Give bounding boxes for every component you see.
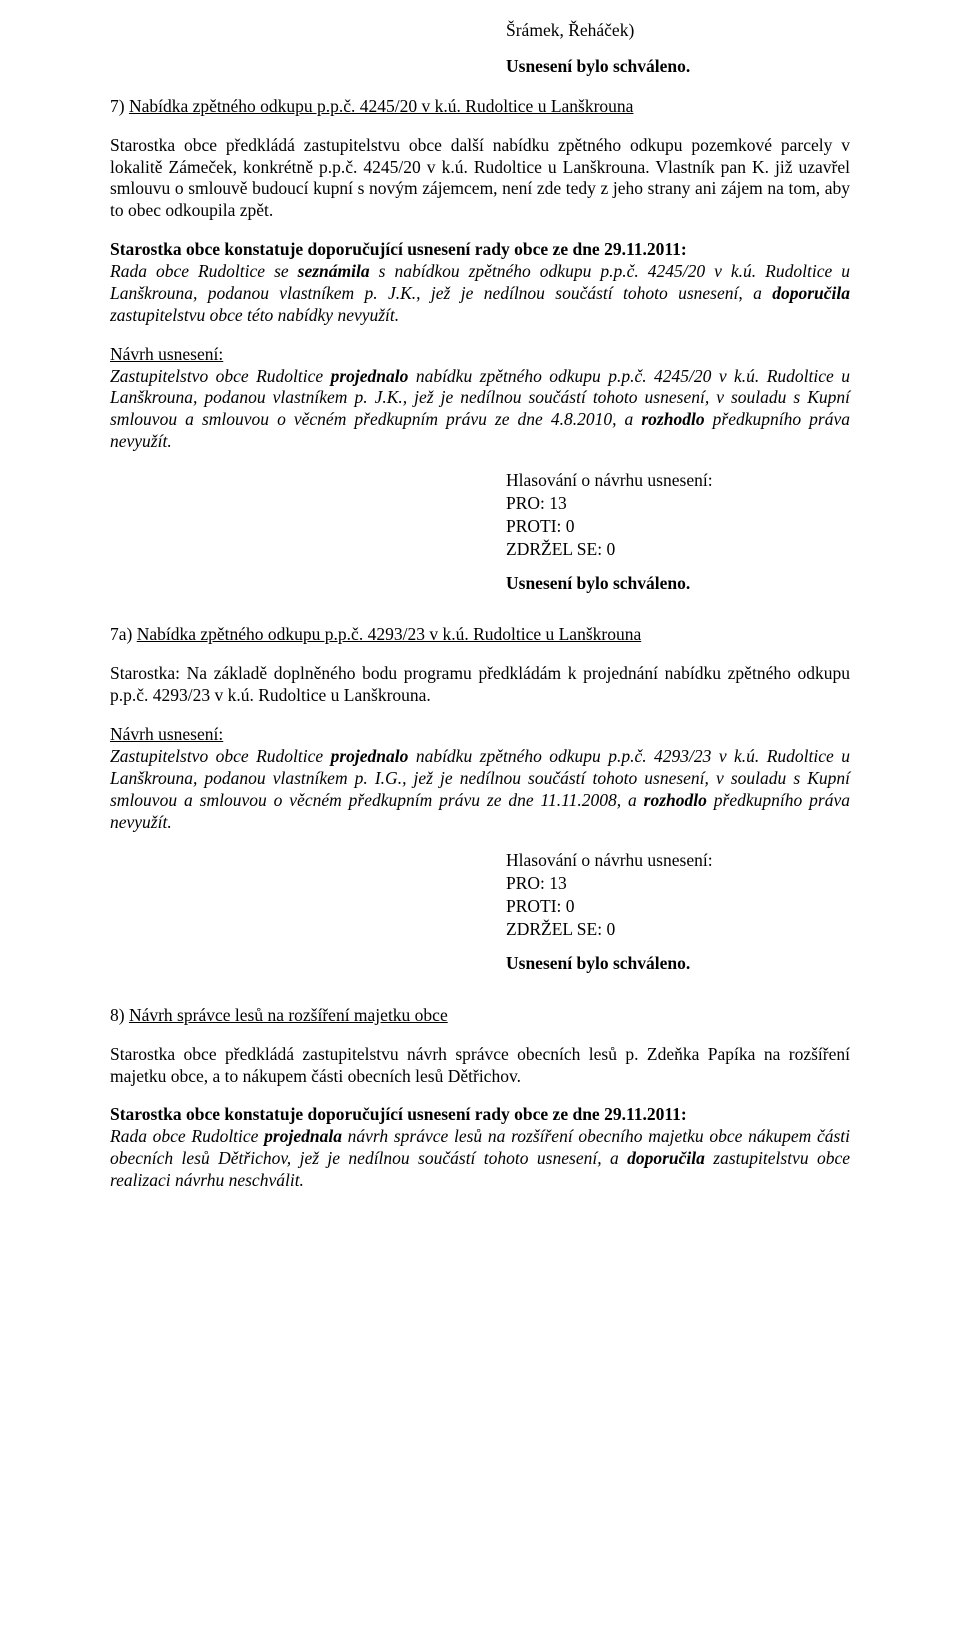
header-approved: Usnesení bylo schváleno. (506, 56, 850, 78)
votes-7-block: Hlasování o návrhu usnesení: PRO: 13 PRO… (506, 470, 850, 594)
votes-7-zdrzel: ZDRŽEL SE: 0 (506, 539, 850, 561)
votes-7a-proti: PROTI: 0 (506, 896, 850, 918)
section-7a-para1: Starostka: Na základě doplněného bodu pr… (110, 663, 850, 707)
navrh-label-7a: Návrh usnesení: (110, 724, 223, 744)
document-page: Šrámek, Řeháček) Usnesení bylo schváleno… (0, 0, 960, 1641)
votes-7-proti: PROTI: 0 (506, 516, 850, 538)
section-7a-heading: 7a) Nabídka zpětného odkupu p.p.č. 4293/… (110, 624, 850, 646)
section-8-heading: 8) Návrh správce lesů na rozšíření majet… (110, 1005, 850, 1027)
votes-7a-title: Hlasování o návrhu usnesení: (506, 850, 850, 872)
votes-7-title: Hlasování o návrhu usnesení: (506, 470, 850, 492)
votes-7a-approved: Usnesení bylo schváleno. (506, 953, 850, 975)
votes-7a-zdrzel: ZDRŽEL SE: 0 (506, 919, 850, 941)
section-8-para1: Starostka obce předkládá zastupitelstvu … (110, 1044, 850, 1088)
section-7a-navrh: Návrh usnesení: Zastupitelstvo obce Rudo… (110, 724, 850, 833)
votes-7a-block: Hlasování o návrhu usnesení: PRO: 13 PRO… (506, 850, 850, 974)
navrh-label: Návrh usnesení: (110, 344, 223, 364)
section-7-statement-bold: Starostka obce konstatuje doporučující u… (110, 239, 687, 259)
section-7-statement-italic: Rada obce Rudoltice se seznámila s nabíd… (110, 261, 850, 325)
section-8-statement-italic: Rada obce Rudoltice projednala návrh spr… (110, 1126, 850, 1190)
section-8-statement: Starostka obce konstatuje doporučující u… (110, 1104, 850, 1192)
section-8-statement-bold: Starostka obce konstatuje doporučující u… (110, 1104, 687, 1124)
header-right-block: Šrámek, Řeháček) Usnesení bylo schváleno… (506, 20, 850, 78)
votes-7a-pro: PRO: 13 (506, 873, 850, 895)
section-7-para1: Starostka obce předkládá zastupitelstvu … (110, 135, 850, 223)
header-names: Šrámek, Řeháček) (506, 20, 850, 42)
section-7-heading: 7) 7) Nabídka zpětného odkupu p.p.č. 424… (110, 96, 850, 118)
votes-7-pro: PRO: 13 (506, 493, 850, 515)
section-7-navrh: Návrh usnesení: Zastupitelstvo obce Rudo… (110, 344, 850, 453)
votes-7-approved: Usnesení bylo schváleno. (506, 573, 850, 595)
section-7-statement: Starostka obce konstatuje doporučující u… (110, 239, 850, 327)
